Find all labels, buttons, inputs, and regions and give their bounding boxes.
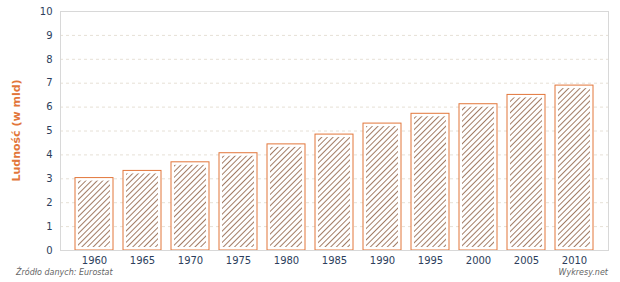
svg-text:1985: 1985 (322, 255, 347, 266)
svg-text:0: 0 (46, 245, 52, 256)
svg-text:5: 5 (46, 125, 52, 136)
svg-text:6: 6 (46, 101, 52, 112)
svg-text:1995: 1995 (418, 255, 443, 266)
svg-text:1: 1 (46, 221, 52, 232)
html-text:Wykresy.net: Wykresy.net (558, 268, 608, 277)
svg-text:2: 2 (46, 197, 52, 208)
svg-text:4: 4 (46, 149, 52, 160)
svg-text:8: 8 (46, 54, 52, 65)
svg-text:1980: 1980 (274, 255, 299, 266)
svg-text:1965: 1965 (130, 255, 155, 266)
svg-text:9: 9 (46, 30, 52, 41)
svg-text:7: 7 (46, 77, 52, 88)
svg-text:10: 10 (40, 6, 53, 17)
svg-text:1990: 1990 (370, 255, 395, 266)
html-text:Źródło danych: Eurostat: Źródło danych: Eurostat (16, 268, 113, 277)
svg-text:Ludność (w mld): Ludność (w mld) (10, 79, 23, 181)
svg-text:2000: 2000 (466, 255, 491, 266)
svg-text:1960: 1960 (82, 255, 107, 266)
svg-text:1975: 1975 (226, 255, 251, 266)
svg-text:2010: 2010 (562, 255, 587, 266)
svg-text:2005: 2005 (514, 255, 539, 266)
svg-text:1970: 1970 (178, 255, 203, 266)
svg-text:3: 3 (46, 173, 52, 184)
